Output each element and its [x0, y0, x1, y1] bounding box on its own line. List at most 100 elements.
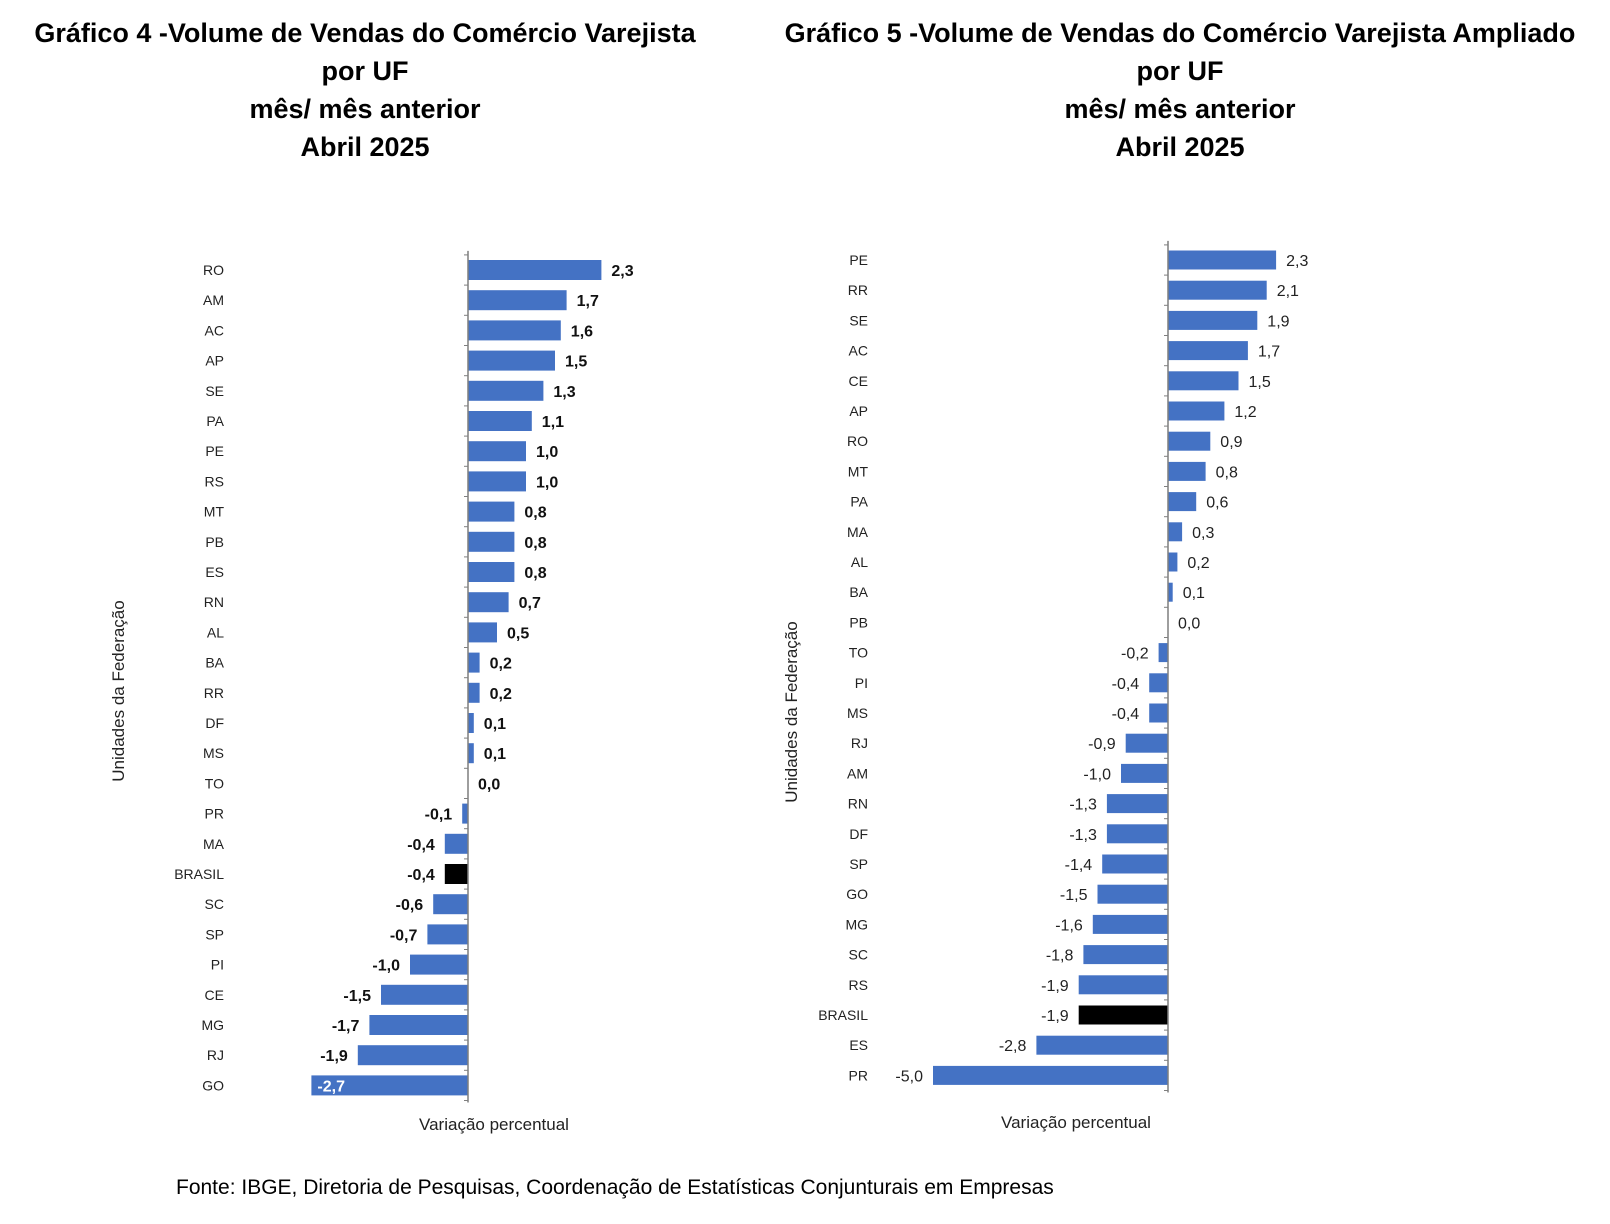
data-label: 1,0 [536, 474, 558, 491]
data-label: -0,9 [1088, 736, 1116, 753]
bar-ce [1168, 371, 1239, 391]
bar-go [1097, 884, 1168, 904]
data-label: -1,3 [1069, 797, 1097, 814]
y-axis-title: Unidades da Federação [782, 621, 801, 802]
data-label: 1,2 [1234, 404, 1256, 421]
data-label: -1,0 [372, 958, 400, 975]
bar-mt [1168, 461, 1206, 481]
bar-es [1036, 1035, 1168, 1055]
bar-mg [1092, 914, 1168, 934]
data-label: -0,1 [425, 807, 453, 824]
bar-sc [1083, 945, 1168, 965]
data-label: 0,3 [1192, 525, 1214, 542]
bar-ba [1168, 582, 1173, 602]
bar-pi [410, 954, 468, 975]
bar-al [1168, 552, 1178, 572]
category-label: CE [849, 373, 868, 389]
bar-rr [468, 682, 480, 703]
category-label: MS [847, 705, 868, 721]
data-label: 0,2 [1187, 555, 1209, 572]
category-label: GO [846, 886, 868, 902]
bar-mg [369, 1015, 468, 1035]
category-label: MA [203, 836, 225, 852]
bar-pr [462, 803, 468, 824]
category-label: BA [205, 655, 224, 671]
data-label: -0,2 [1121, 646, 1149, 663]
bar-ma [444, 833, 468, 854]
data-label: -2,7 [317, 1078, 345, 1095]
data-label: 1,9 [1267, 313, 1289, 330]
category-label: RR [848, 282, 868, 298]
data-label: -1,5 [343, 988, 371, 1005]
data-label: -1,5 [1060, 887, 1088, 904]
chart-title-line: Gráfico 5 -Volume de Vendas do Comércio … [784, 18, 1576, 48]
chart-title-grafico-5: Gráfico 5 -Volume de Vendas do Comércio … [775, 14, 1585, 166]
category-label: AL [851, 554, 868, 570]
bar-am [468, 290, 567, 311]
bar-pa [468, 411, 532, 431]
category-label: PE [205, 443, 224, 459]
bar-es [468, 562, 515, 582]
data-label: 1,6 [571, 323, 593, 340]
data-label: -0,4 [1112, 676, 1140, 693]
category-label: RS [849, 977, 868, 993]
bar-pe [1168, 250, 1277, 270]
data-label: 0,2 [490, 686, 512, 703]
data-label: -1,0 [1083, 766, 1111, 783]
category-label: PB [849, 614, 868, 630]
bar-to [1158, 643, 1168, 663]
bar-ap [1168, 401, 1225, 421]
category-label: DF [849, 826, 868, 842]
data-label: 2,1 [1277, 283, 1299, 300]
category-label: MT [204, 504, 225, 520]
data-label: -1,4 [1065, 857, 1093, 874]
bar-ms [1149, 703, 1168, 723]
bar-go [311, 1075, 468, 1096]
bar-am [1121, 763, 1168, 783]
bar-ap [468, 350, 555, 371]
data-label: 1,5 [565, 354, 587, 371]
data-label: 1,0 [536, 444, 558, 461]
data-label: -0,4 [407, 867, 435, 884]
bar-sp [1102, 854, 1168, 874]
data-label: 0,8 [524, 565, 546, 582]
data-label: -0,4 [1112, 706, 1140, 723]
data-label: -1,9 [1041, 978, 1069, 995]
category-label: BRASIL [174, 866, 224, 882]
bar-rs [1078, 975, 1168, 995]
data-label: -1,8 [1046, 948, 1074, 965]
data-label: 0,0 [1178, 615, 1200, 632]
data-label: 0,2 [490, 656, 512, 673]
bar-df [1106, 824, 1168, 844]
data-label: 0,7 [519, 595, 541, 612]
bar-rj [1125, 733, 1168, 753]
category-label: RR [204, 685, 224, 701]
bar-mt [468, 501, 515, 522]
category-label: MA [847, 524, 869, 540]
category-label: SP [205, 926, 224, 942]
category-label: BA [849, 584, 868, 600]
data-label: 2,3 [611, 263, 633, 280]
category-label: TO [849, 645, 868, 661]
chart-title-line: Gráfico 4 -Volume de Vendas do Comércio … [34, 18, 696, 48]
category-label: PA [850, 494, 868, 510]
bar-pa [1168, 492, 1197, 512]
bar-pi [1149, 673, 1168, 693]
data-label: 0,1 [484, 716, 506, 733]
bar-brasil [1078, 1005, 1168, 1025]
category-label: RO [203, 262, 224, 278]
category-label: BRASIL [818, 1007, 868, 1023]
data-label: 0,9 [1220, 434, 1242, 451]
category-label: RN [204, 594, 224, 610]
category-label: RS [205, 473, 224, 489]
chart-title-line: mês/ mês anterior [249, 94, 481, 124]
data-label: 1,7 [1258, 344, 1280, 361]
bar-sc [433, 894, 468, 915]
bar-pb [468, 531, 515, 552]
bar-sp [427, 924, 468, 945]
category-label: DF [205, 715, 224, 731]
bar-rn [1106, 794, 1168, 814]
category-label: ES [849, 1037, 868, 1053]
category-label: AP [205, 353, 224, 369]
